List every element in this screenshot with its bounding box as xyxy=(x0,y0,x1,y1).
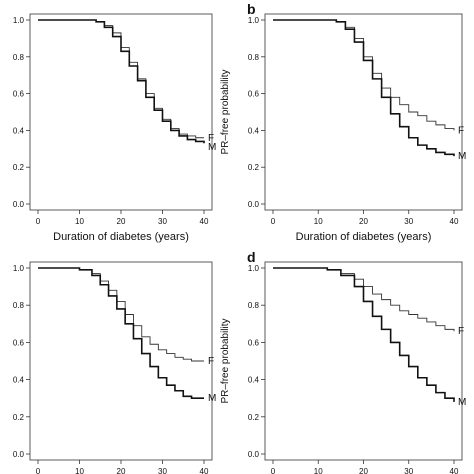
y-axis-label: PR–free probability xyxy=(220,69,231,154)
x-tick-label: 40 xyxy=(450,467,459,474)
x-tick-label: 0 xyxy=(271,217,276,226)
y-axis-label: PR–free probability xyxy=(220,318,231,403)
y-tick-label: 0.8 xyxy=(13,53,25,62)
x-tick-label: 20 xyxy=(117,467,126,474)
curve-end-label: F xyxy=(208,133,214,144)
x-tick-label: 40 xyxy=(200,217,209,226)
y-tick-label: 1.0 xyxy=(13,16,25,25)
plot-frame xyxy=(29,261,213,461)
y-tick-label: 1.0 xyxy=(248,16,260,25)
x-tick-label: 10 xyxy=(314,467,323,474)
y-tick-label: 0.0 xyxy=(13,200,25,209)
y-tick-label: 0.4 xyxy=(13,376,25,385)
survival-curve-m xyxy=(38,267,204,399)
x-tick-label: 10 xyxy=(314,217,323,226)
curve-end-label: F xyxy=(458,326,464,337)
y-tick-label: 0.0 xyxy=(248,450,260,459)
x-axis-label: Duration of diabetes (years) xyxy=(296,231,432,243)
survival-curve-m xyxy=(273,267,455,402)
y-tick-label: 0.2 xyxy=(248,163,260,172)
y-tick-label: 0.8 xyxy=(248,53,260,62)
x-tick-label: 20 xyxy=(359,467,368,474)
x-tick-label: 10 xyxy=(75,217,84,226)
curve-end-label: F xyxy=(458,125,464,136)
y-tick-label: 0.4 xyxy=(13,126,25,135)
x-tick-label: 40 xyxy=(450,217,459,226)
y-tick-label: 0.2 xyxy=(13,413,25,422)
y-tick-label: 0.2 xyxy=(248,413,260,422)
survival-curve-f xyxy=(38,267,204,362)
panel-label: b xyxy=(247,1,256,17)
x-tick-label: 20 xyxy=(359,217,368,226)
x-tick-label: 10 xyxy=(75,467,84,474)
chart-panel-0: 0 10 20 30 40 0.0 0.2 0.4 0.6 0.8 1.0 Duration of d… xyxy=(13,13,216,243)
curve-end-label: M xyxy=(208,393,216,404)
curve-end-label: M xyxy=(208,142,216,153)
y-tick-label: 0.0 xyxy=(248,200,260,209)
x-tick-label: 30 xyxy=(158,217,167,226)
x-tick-label: 20 xyxy=(117,217,126,226)
x-axis-label: Duration of diabetes (years) xyxy=(53,231,189,243)
survival-curve-m xyxy=(273,19,455,157)
x-tick-label: 30 xyxy=(404,217,413,226)
y-tick-label: 0.4 xyxy=(248,376,260,385)
curve-end-label: M xyxy=(458,151,466,162)
x-tick-label: 30 xyxy=(404,467,413,474)
y-tick-label: 0.8 xyxy=(248,301,260,310)
y-tick-label: 0.6 xyxy=(13,338,25,347)
survival-curve-m xyxy=(38,19,205,144)
y-tick-label: 0.4 xyxy=(248,126,260,135)
curve-end-label: M xyxy=(458,397,466,408)
y-tick-label: 0.2 xyxy=(13,163,25,172)
y-tick-label: 0.6 xyxy=(13,90,25,99)
y-tick-label: 0.6 xyxy=(248,90,260,99)
x-tick-label: 0 xyxy=(36,217,41,226)
curve-end-label: F xyxy=(208,356,214,367)
y-tick-label: 1.0 xyxy=(13,264,25,273)
x-tick-label: 0 xyxy=(36,467,41,474)
x-tick-label: 30 xyxy=(158,467,167,474)
chart-panel-1: 0 10 20 30 40 0.0 0.2 0.4 0.6 0.8 1.0 Duration of d… xyxy=(220,1,466,243)
x-tick-label: 40 xyxy=(200,467,209,474)
panel-label: d xyxy=(247,249,256,265)
y-tick-label: 1.0 xyxy=(248,264,260,273)
survival-curve-f xyxy=(273,19,455,131)
x-tick-label: 0 xyxy=(271,467,276,474)
y-tick-label: 0.6 xyxy=(248,338,260,347)
y-tick-label: 0.0 xyxy=(13,450,25,459)
y-tick-label: 0.8 xyxy=(13,301,25,310)
